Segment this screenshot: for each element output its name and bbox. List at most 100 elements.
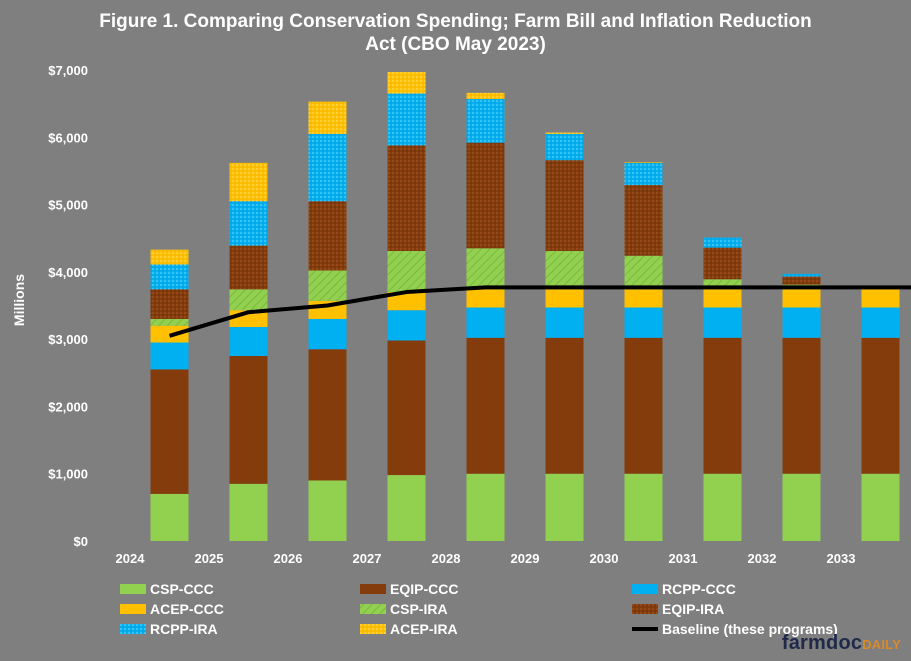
bar-csp-ccc-2026 <box>308 480 347 541</box>
legend-label: Baseline (these programs) <box>662 621 838 637</box>
x-tick-label: 2028 <box>432 551 461 566</box>
bar-acep-ccc-2028 <box>466 289 505 308</box>
y-tick-label: $5,000 <box>48 198 88 213</box>
bar-rcpp-ira-2028 <box>466 98 505 143</box>
y-tick-label: $1,000 <box>48 467 88 482</box>
legend-swatch <box>632 604 658 614</box>
bar-eqip-ira-2024 <box>150 289 189 319</box>
y-tick-label: $2,000 <box>48 399 88 414</box>
bar-rcpp-ccc-2028 <box>466 307 505 338</box>
legend-label: RCPP-CCC <box>662 581 736 597</box>
bar-csp-ccc-2029 <box>545 473 584 541</box>
legend-swatch <box>632 584 658 594</box>
bar-csp-ccc-2033 <box>861 473 900 541</box>
x-tick-label: 2024 <box>116 551 146 566</box>
bar-rcpp-ira-2029 <box>545 133 584 161</box>
legend-label: ACEP-IRA <box>390 621 458 637</box>
bar-rcpp-ira-2026 <box>308 133 347 202</box>
bar-eqip-ira-2028 <box>466 142 505 249</box>
bar-csp-ira-2030 <box>624 255 663 290</box>
bar-rcpp-ccc-2025 <box>229 327 268 356</box>
bar-eqip-ira-2031 <box>703 247 742 280</box>
x-tick-label: 2025 <box>195 551 224 566</box>
y-axis-label: Millions <box>11 274 27 326</box>
bar-rcpp-ccc-2027 <box>387 310 426 341</box>
bar-eqip-ccc-2033 <box>861 337 900 474</box>
legend-swatch <box>360 604 386 614</box>
x-tick-label: 2032 <box>748 551 777 566</box>
bar-rcpp-ccc-2030 <box>624 307 663 338</box>
bar-acep-ccc-2030 <box>624 289 663 308</box>
bar-rcpp-ccc-2033 <box>861 307 900 338</box>
bar-rcpp-ira-2027 <box>387 93 426 146</box>
x-axis: 2024 2025 2026 2027 2028 2029 2030 2031 2032 2033 <box>116 551 856 566</box>
bar-eqip-ccc-2029 <box>545 337 584 474</box>
bar-csp-ira-2024 <box>150 318 189 326</box>
bar-acep-ira-2028 <box>466 92 505 99</box>
baseline-group <box>168 285 911 338</box>
bar-acep-ccc-2029 <box>545 289 584 308</box>
bar-csp-ira-2029 <box>545 250 584 290</box>
bar-rcpp-ira-2031 <box>703 237 742 248</box>
x-tick-label: 2031 <box>669 551 698 566</box>
baseline-line <box>168 285 911 338</box>
y-tick-label: $6,000 <box>48 130 88 145</box>
brand-part2: DAILY <box>862 637 901 652</box>
x-tick-label: 2033 <box>827 551 856 566</box>
bar-csp-ira-2031 <box>703 279 742 290</box>
bar-eqip-ira-2025 <box>229 245 268 290</box>
chart-title-line1: Figure 1. Comparing Conservation Spendin… <box>99 11 812 32</box>
bar-csp-ccc-2025 <box>229 483 268 541</box>
bar-csp-ccc-2030 <box>624 473 663 541</box>
legend-label: CSP-IRA <box>390 601 448 617</box>
bar-rcpp-ira-2032 <box>782 273 821 277</box>
legend-label: ACEP-CCC <box>150 601 224 617</box>
bar-eqip-ccc-2031 <box>703 337 742 474</box>
legend-label: EQIP-CCC <box>390 581 458 597</box>
bar-csp-ccc-2032 <box>782 473 821 541</box>
y-axis: $0 $1,000 $2,000 $3,000 $4,000 $5,000 $6,000 $7… <box>48 63 88 549</box>
x-tick-label: 2026 <box>274 551 303 566</box>
y-tick-label: $3,000 <box>48 332 88 347</box>
bar-eqip-ccc-2026 <box>308 349 347 481</box>
bar-eqip-ira-2030 <box>624 185 663 256</box>
bar-rcpp-ira-2030 <box>624 162 663 186</box>
bar-rcpp-ccc-2026 <box>308 318 347 350</box>
bar-eqip-ira-2027 <box>387 145 426 251</box>
bar-rcpp-ccc-2029 <box>545 307 584 338</box>
legend-swatch <box>360 584 386 594</box>
bar-acep-ira-2025 <box>229 162 268 202</box>
bar-csp-ccc-2024 <box>150 493 189 541</box>
bar-eqip-ccc-2028 <box>466 337 505 474</box>
bar-rcpp-ira-2025 <box>229 201 268 246</box>
bar-acep-ccc-2031 <box>703 289 742 308</box>
bar-csp-ccc-2027 <box>387 475 426 541</box>
legend-label: CSP-CCC <box>150 581 214 597</box>
bar-acep-ira-2029 <box>545 132 584 134</box>
legend-swatch <box>120 604 146 614</box>
y-tick-label: $4,000 <box>48 265 88 280</box>
legend-swatch <box>120 584 146 594</box>
x-tick-label: 2030 <box>590 551 619 566</box>
bar-eqip-ccc-2024 <box>150 369 189 494</box>
bar-eqip-ccc-2032 <box>782 337 821 474</box>
bar-rcpp-ira-2024 <box>150 264 189 290</box>
bar-acep-ira-2030 <box>624 162 663 163</box>
brand-logo: farmdocDAILY <box>782 632 901 655</box>
bar-acep-ccc-2027 <box>387 292 426 311</box>
bar-eqip-ira-2032 <box>782 276 821 285</box>
legend-swatch <box>360 624 386 634</box>
chart-title: Figure 1. Comparing Conservation Spendin… <box>0 10 911 56</box>
x-tick-label: 2027 <box>353 551 382 566</box>
bar-eqip-ccc-2027 <box>387 340 426 476</box>
brand-part1: farmdoc <box>781 632 863 654</box>
bar-acep-ira-2027 <box>387 72 426 94</box>
bar-acep-ccc-2032 <box>782 289 821 308</box>
legend-swatch <box>120 624 146 634</box>
bar-rcpp-ccc-2032 <box>782 307 821 338</box>
bar-csp-ccc-2028 <box>466 473 505 541</box>
x-tick-label: 2029 <box>511 551 540 566</box>
bar-eqip-ira-2026 <box>308 201 347 271</box>
